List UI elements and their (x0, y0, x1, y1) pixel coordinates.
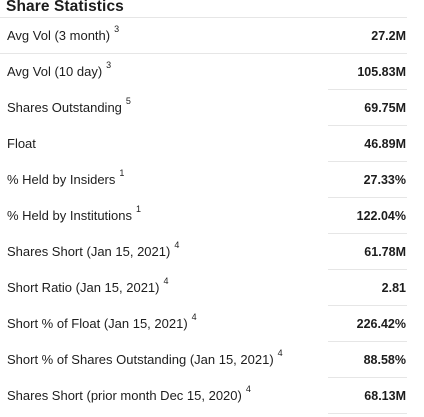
row-divider (328, 269, 407, 270)
row-label: Avg Vol (10 day) 3 (7, 59, 112, 79)
row-label: Shares Short (prior month Dec 15, 2020) 4 (7, 383, 251, 403)
row-label-text: Shares Short (prior month Dec 15, 2020) (7, 388, 242, 403)
row-label: % Held by Institutions 1 (7, 203, 142, 223)
row-label-text: Shares Outstanding (7, 100, 122, 115)
row-label-text: % Held by Insiders (7, 172, 116, 187)
row-label-text: Shares Short (Jan 15, 2021) (7, 244, 171, 259)
table-row: % Held by Institutions 1 122.04% (0, 198, 424, 234)
table-row: Shares Outstanding 5 69.75M (0, 90, 424, 126)
table-row: Avg Vol (10 day) 3 105.83M (0, 54, 424, 90)
row-value: 226.42% (356, 316, 406, 331)
table-row: Short % of Shares Outstanding (Jan 15, 2… (0, 342, 424, 378)
row-label-text: Float (7, 136, 36, 151)
row-divider (328, 305, 407, 306)
row-label-text: Avg Vol (3 month) (7, 28, 111, 43)
row-value: 69.75M (364, 100, 406, 115)
row-divider (328, 233, 407, 234)
row-label-text: Short % of Float (Jan 15, 2021) (7, 316, 188, 331)
table-row: Shares Short (Jan 15, 2021) 4 61.78M (0, 234, 424, 270)
row-label: Short Ratio (Jan 15, 2021) 4 (7, 275, 169, 295)
row-label-text: Short % of Shares Outstanding (Jan 15, 2… (7, 352, 274, 367)
row-label: Shares Outstanding 5 (7, 95, 131, 115)
table-row: Short % of Float (Jan 15, 2021) 4 226.42% (0, 306, 424, 342)
row-value: 88.58% (363, 352, 406, 367)
table-row: Float 46.89M (0, 126, 424, 162)
row-divider (328, 341, 407, 342)
statistics-table: Avg Vol (3 month) 3 27.2M Avg Vol (10 day… (0, 18, 424, 414)
row-value: 27.33% (363, 172, 406, 187)
row-value: 122.04% (356, 208, 406, 223)
row-divider (328, 161, 407, 162)
table-row: Short Ratio (Jan 15, 2021) 4 2.81 (0, 270, 424, 306)
section-divider (0, 17, 407, 18)
row-label-text: Short Ratio (Jan 15, 2021) (7, 280, 160, 295)
table-row: % Held by Insiders 1 27.33% (0, 162, 424, 198)
table-row: Avg Vol (3 month) 3 27.2M (0, 18, 424, 54)
row-label: Shares Short (Jan 15, 2021) 4 (7, 239, 180, 259)
table-row: Shares Short (prior month Dec 15, 2020) 4… (0, 378, 424, 414)
row-value: 68.13M (364, 388, 406, 403)
row-label-text: % Held by Institutions (7, 208, 133, 223)
row-divider (328, 125, 407, 126)
row-divider (328, 89, 407, 90)
row-label: Short % of Float (Jan 15, 2021) 4 (7, 311, 197, 331)
row-value: 2.81 (381, 280, 406, 295)
row-label: Avg Vol (3 month) 3 (7, 23, 120, 43)
row-value: 61.78M (364, 244, 406, 259)
row-label: Float (7, 126, 36, 161)
row-value: 27.2M (371, 28, 406, 43)
row-divider (328, 377, 407, 378)
row-divider (0, 53, 407, 54)
row-label: % Held by Insiders 1 (7, 167, 125, 187)
row-value: 46.89M (364, 136, 406, 151)
row-label-text: Avg Vol (10 day) (7, 64, 103, 79)
row-divider (328, 197, 407, 198)
row-value: 105.83M (357, 64, 406, 79)
row-divider (328, 413, 407, 414)
row-label: Short % of Shares Outstanding (Jan 15, 2… (7, 347, 283, 367)
section-title: Share Statistics (6, 0, 124, 15)
